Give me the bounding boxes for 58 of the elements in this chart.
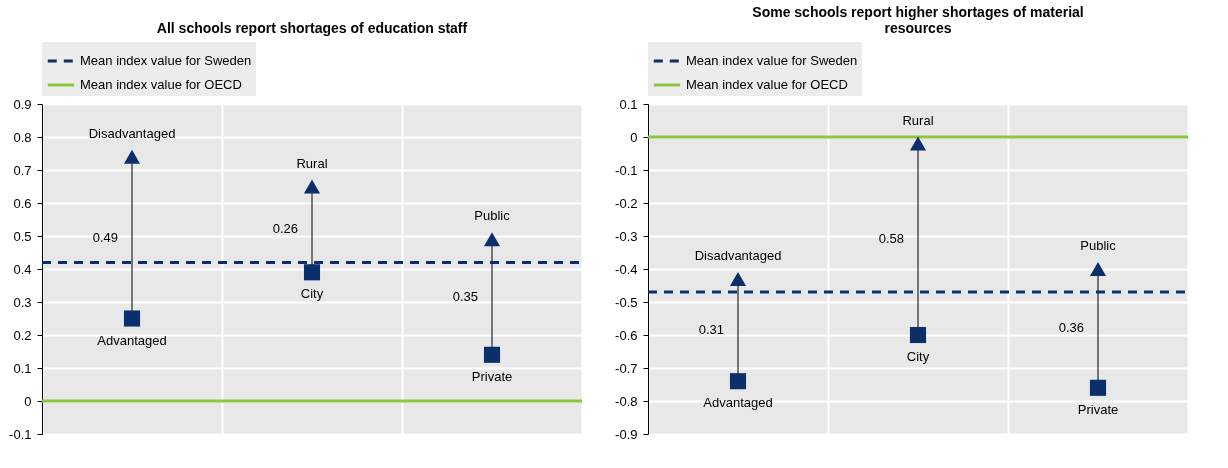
y-tick-label: -0.7	[615, 360, 638, 376]
point	[1089, 262, 1107, 276]
annotation: 0.58	[878, 231, 904, 247]
data-label: Disadvantaged	[88, 125, 176, 141]
data-label: Disadvantaged	[694, 247, 782, 263]
y-tick-label: 0.3	[13, 294, 32, 310]
legend-label: Mean index value for OECD	[80, 77, 242, 92]
point	[909, 326, 927, 344]
point	[303, 179, 321, 194]
point	[909, 136, 927, 151]
legend-label: Mean index value for Sweden	[686, 53, 858, 68]
data-label: Rural	[296, 155, 328, 171]
y-tick-label: -0.2	[615, 195, 638, 211]
point	[729, 373, 747, 390]
point	[303, 264, 321, 281]
y-tick-label: -0.9	[615, 426, 638, 442]
data-label: Advantaged	[703, 395, 773, 411]
y-tick-label: 0.4	[13, 261, 32, 277]
annotation: 0.31	[698, 322, 724, 338]
point	[483, 232, 501, 247]
y-tick-label: 0.5	[13, 228, 32, 244]
point	[1089, 379, 1107, 396]
legend-label: Mean index value for Sweden	[80, 53, 252, 68]
point	[123, 149, 141, 164]
y-tick-label: -0.1	[9, 426, 32, 442]
point	[483, 346, 501, 363]
data-label: Advantaged	[97, 332, 167, 348]
y-tick-label: 0.8	[13, 129, 32, 145]
data-label: Private	[471, 368, 513, 384]
y-tick-label: 0.7	[13, 162, 32, 178]
annotation: 0.36	[1058, 320, 1084, 336]
data-label: Public	[1080, 238, 1117, 253]
data-label: City	[300, 286, 324, 302]
y-tick-label: 0.1	[619, 96, 638, 112]
data-label: Rural	[902, 112, 934, 128]
y-tick-label: 0.2	[13, 327, 32, 343]
chart-title: Some schools report higher shortages of material resources	[752, 4, 1084, 36]
legend-label: Mean index value for OECD	[686, 77, 848, 92]
y-tick-label: -0.6	[615, 327, 638, 343]
annotation: 0.35	[452, 289, 478, 305]
data-label: Private	[1077, 401, 1119, 417]
y-tick-label: -0.1	[615, 162, 638, 178]
y-tick-label: 0.6	[13, 195, 32, 211]
point	[123, 310, 141, 327]
chart-title: All schools report shortages of education staff	[156, 20, 468, 36]
data-label: City	[906, 349, 930, 364]
y-tick-label: 0.1	[13, 360, 32, 376]
y-tick-label: 0.9	[13, 96, 32, 112]
y-tick-label: 0	[24, 393, 32, 409]
y-tick-label: -0.4	[615, 261, 638, 277]
data-label: Public	[474, 208, 511, 224]
y-tick-label: 0	[630, 129, 638, 145]
annotation: 0.26	[272, 221, 298, 237]
point	[729, 271, 747, 286]
annotation: 0.49	[92, 229, 118, 245]
y-tick-label: -0.8	[615, 393, 638, 409]
y-tick-label: -0.5	[615, 294, 638, 310]
y-tick-label: -0.3	[615, 228, 638, 244]
